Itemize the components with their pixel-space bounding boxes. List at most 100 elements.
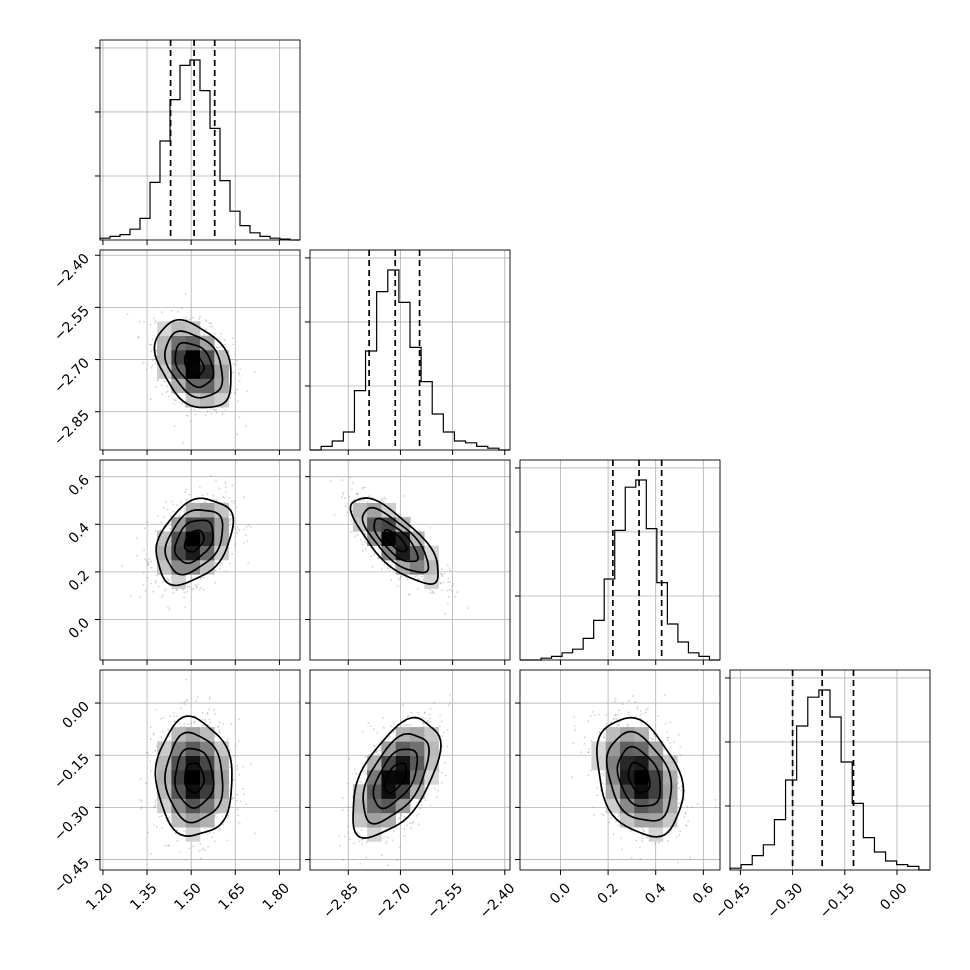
scatter-point bbox=[238, 529, 240, 531]
scatter-point bbox=[348, 758, 351, 761]
scatter-point bbox=[189, 420, 192, 423]
scatter-point bbox=[168, 608, 171, 611]
scatter-point bbox=[361, 838, 364, 841]
scatter-point bbox=[172, 592, 174, 594]
scatter-point bbox=[183, 591, 186, 594]
scatter-point bbox=[201, 724, 204, 727]
scatter-point bbox=[441, 568, 443, 570]
scatter-point bbox=[410, 711, 413, 714]
scatter-point bbox=[229, 766, 232, 769]
scatter-point bbox=[225, 486, 227, 488]
density-cell bbox=[171, 335, 186, 351]
scatter-point bbox=[437, 789, 440, 792]
panel-frame-0-2 bbox=[99, 459, 301, 661]
scatter-point bbox=[384, 828, 387, 831]
scatter-point bbox=[215, 408, 218, 411]
scatter-point bbox=[193, 409, 196, 411]
scatter-point bbox=[209, 721, 212, 724]
scatter-point bbox=[150, 726, 152, 729]
scatter-point bbox=[154, 362, 157, 365]
scatter-point bbox=[214, 815, 217, 817]
scatter-point bbox=[152, 359, 154, 362]
scatter-point bbox=[159, 717, 162, 720]
scatter-point bbox=[234, 392, 236, 395]
scatter-point bbox=[448, 567, 451, 570]
scatter-point bbox=[205, 328, 207, 330]
scatter-point bbox=[175, 589, 178, 592]
scatter-point bbox=[351, 796, 354, 798]
scatter-point bbox=[231, 517, 233, 520]
scatter-point bbox=[342, 859, 345, 861]
scatter-point bbox=[238, 373, 241, 376]
scatter-point bbox=[144, 558, 146, 561]
scatter-point bbox=[377, 557, 380, 559]
histogram-2 bbox=[520, 479, 720, 661]
density-cell bbox=[185, 827, 201, 842]
scatter-point bbox=[347, 805, 349, 808]
scatter-point bbox=[346, 825, 349, 828]
contour-0-3-0 bbox=[183, 762, 205, 794]
density-cell bbox=[410, 741, 425, 756]
scatter-point bbox=[196, 696, 199, 699]
scatter-point bbox=[372, 554, 375, 557]
scatter-point bbox=[443, 572, 446, 575]
scatter-point bbox=[204, 849, 206, 851]
scatter-point bbox=[447, 596, 450, 598]
scatter-point bbox=[129, 595, 132, 597]
scatter-point bbox=[167, 606, 169, 609]
scatter-point bbox=[227, 737, 229, 740]
scatter-point bbox=[234, 364, 237, 366]
scatter-point bbox=[677, 776, 680, 779]
scatter-point bbox=[173, 399, 176, 401]
scatter-point bbox=[224, 491, 227, 493]
density-cell bbox=[171, 378, 186, 394]
scatter-point bbox=[228, 519, 231, 522]
scatter-point bbox=[385, 498, 387, 500]
hist-panel-3 bbox=[725, 669, 931, 875]
scatter-point bbox=[237, 821, 240, 823]
scatter-point bbox=[609, 817, 612, 819]
scatter-point bbox=[428, 713, 431, 716]
scatter-point bbox=[243, 542, 245, 544]
scatter-point bbox=[204, 719, 207, 721]
scatter-point bbox=[387, 864, 390, 867]
scatter-point bbox=[220, 346, 223, 348]
scatter-point bbox=[382, 500, 385, 503]
scatter-point bbox=[401, 704, 404, 706]
scatter-point bbox=[350, 531, 353, 533]
scatter-point bbox=[162, 516, 165, 518]
scatter-point bbox=[150, 852, 153, 855]
scatter-point bbox=[169, 381, 172, 383]
scatter-point bbox=[145, 782, 148, 785]
scatter-point bbox=[222, 823, 225, 826]
scatter-point bbox=[422, 725, 425, 728]
scatter-point bbox=[346, 511, 349, 514]
scatter-point bbox=[238, 379, 241, 382]
scatter-point bbox=[390, 725, 393, 727]
scatter-point bbox=[222, 495, 225, 498]
scatter-point bbox=[159, 529, 162, 532]
density-cell bbox=[185, 812, 201, 828]
scatter-point bbox=[172, 715, 175, 718]
scatter-point bbox=[183, 725, 186, 728]
scatter-point bbox=[156, 379, 159, 382]
scatter-point bbox=[208, 708, 210, 711]
scatter-point bbox=[212, 408, 214, 410]
density-cell bbox=[185, 335, 201, 351]
scatter-point bbox=[187, 415, 190, 417]
scatter-point bbox=[215, 479, 217, 482]
scatter-point bbox=[223, 497, 225, 499]
scatter-point bbox=[210, 413, 213, 415]
density-cell bbox=[214, 392, 229, 408]
scatter-point bbox=[357, 492, 359, 495]
scatter-point bbox=[229, 562, 231, 565]
scatter-point bbox=[254, 832, 256, 835]
scatter-point bbox=[188, 847, 191, 850]
scatter-point bbox=[330, 480, 332, 482]
scatter-point bbox=[233, 362, 235, 365]
hist-panel-2 bbox=[515, 459, 721, 665]
scatter-point bbox=[351, 458, 353, 460]
scatter-point bbox=[236, 799, 239, 802]
scatter-point bbox=[245, 534, 247, 537]
scatter-point bbox=[210, 322, 213, 325]
